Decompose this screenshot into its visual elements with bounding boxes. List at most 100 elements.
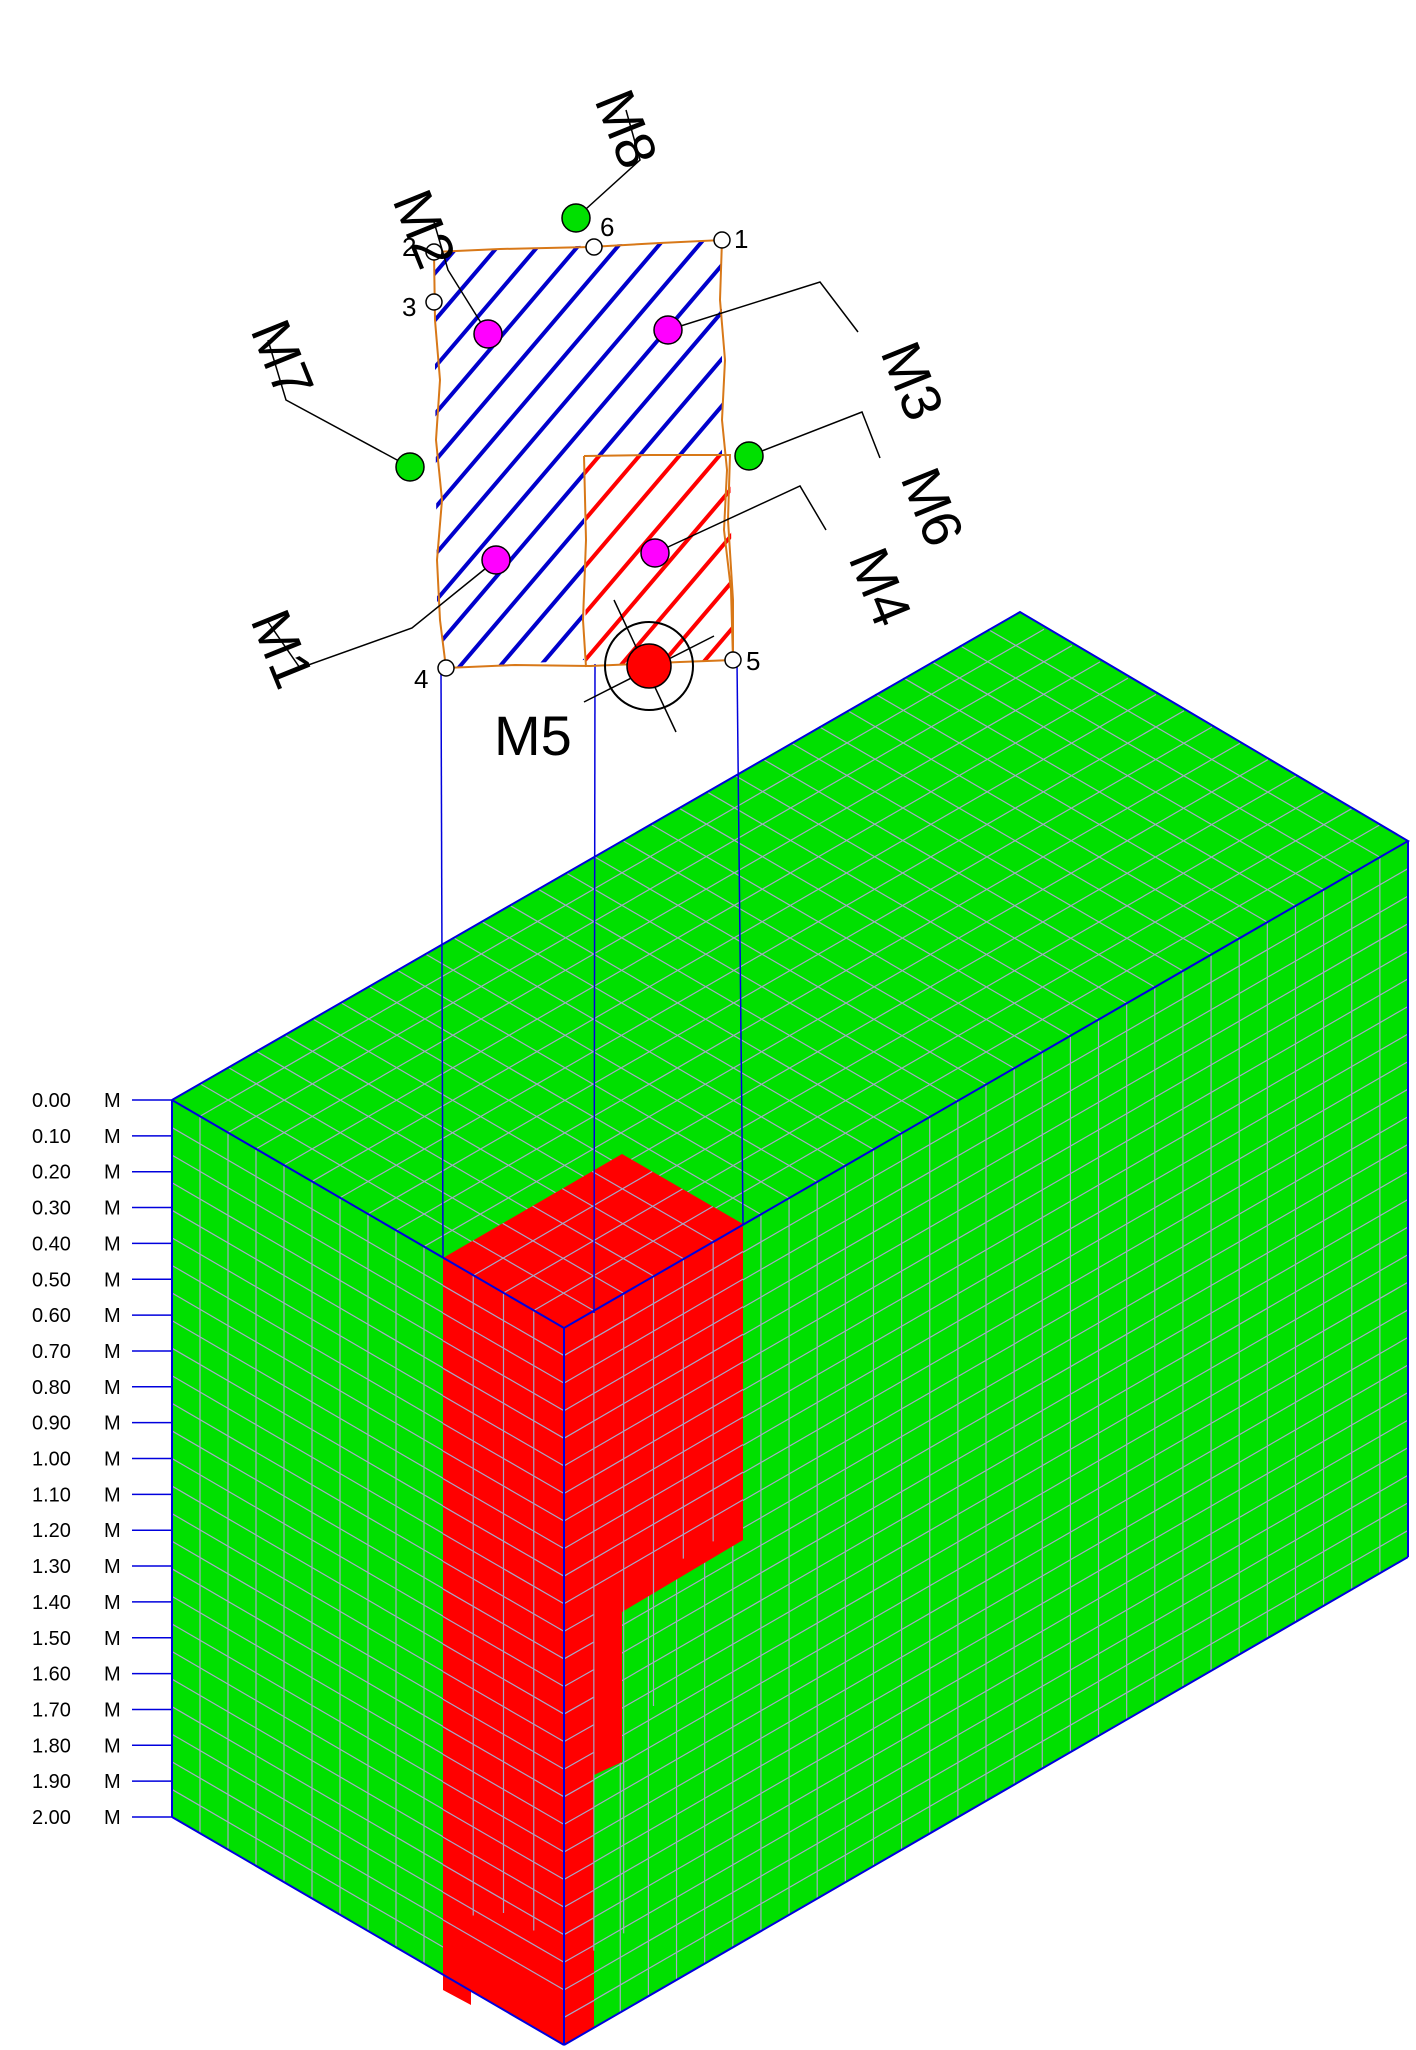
red-hatch-line [1340, 150, 1416, 760]
depth-tick-value: 1.00 [32, 1449, 71, 1471]
depth-tick-unit: M [104, 1198, 121, 1220]
affected-grid-line [442, 1395, 565, 1467]
red-hatch-line [0, 150, 420, 760]
plan-view: 1 2 3 4 5 6 M1 M2 M3 M4 M5 M6 M7 M8 [0, 81, 1416, 767]
depth-tick-unit: M [104, 1807, 121, 1829]
grid-line [563, 1447, 1409, 1936]
block-bottom-left-edge [171, 1816, 565, 2046]
leader-line-m8 [575, 109, 641, 219]
grid-line [563, 1309, 1409, 1798]
grid-line [453, 937, 846, 1167]
blue-hatch-line [0, 150, 420, 760]
affected-grid-line [472, 1240, 595, 1312]
grid-line [563, 1474, 1409, 1963]
blue-hatch-line [1260, 150, 1416, 760]
depth-tick-value: 0.10 [32, 1126, 71, 1148]
affected-grid-line [591, 1170, 714, 1242]
marker-labels: M1 M2 M3 M4 M5 M6 M7 M8 [239, 81, 977, 767]
leader-line-m7 [267, 339, 411, 468]
depth-tick-value: 1.30 [32, 1556, 71, 1578]
grid-line [563, 1281, 1409, 1770]
affected-zone-grid [442, 1170, 744, 2018]
red-hatch-line [1100, 150, 1416, 760]
corner-point-4 [437, 659, 455, 677]
blue-hatch-line [1340, 150, 1416, 760]
blue-hatch-line [1220, 150, 1416, 760]
affected-grid-line [442, 1285, 565, 1357]
red-hatch-line [584, 455, 733, 667]
depth-tick-unit: M [104, 1233, 121, 1255]
block-bottom-right-edge [563, 1556, 1409, 2046]
depth-tick-unit: M [104, 1126, 121, 1148]
depth-tick-unit: M [104, 1735, 121, 1757]
affected-grid-line [563, 1388, 744, 1494]
affected-grid-line [563, 1806, 595, 1825]
depth-tick-value: 2.00 [32, 1807, 71, 1829]
depth-tick-unit: M [104, 1090, 121, 1112]
corner-point-5 [724, 651, 742, 669]
source-target-ring [604, 621, 694, 711]
depth-scale-ticks: 0.00 M 0.10 M 0.20 M 0.30 M 0.40 M 0.50 M 0.60 M 0.70 M… [32, 1090, 172, 1829]
depth-tick-value: 0.80 [32, 1377, 71, 1399]
depth-tick-value: 1.50 [32, 1628, 71, 1650]
grid-line [563, 1419, 1409, 1908]
marker-m8 [561, 203, 591, 233]
affected-grid-line [442, 1919, 565, 1991]
grid-line [987, 628, 1381, 858]
grid-line [396, 969, 790, 1199]
blue-hatch-line [1100, 150, 1416, 760]
affected-grid-line [563, 1917, 595, 1936]
depth-tick-value: 1.10 [32, 1484, 71, 1506]
projection-lines [440, 661, 744, 1314]
blue-hatch-line [1380, 150, 1416, 760]
grid-line [649, 823, 1043, 1053]
grid-line [959, 644, 1353, 874]
affected-grid-line [442, 1753, 565, 1825]
affected-grid-line [442, 1836, 565, 1908]
grid-line [563, 1336, 1409, 1825]
grid-line [706, 791, 1099, 1021]
affected-grid-line [442, 1588, 565, 1660]
leader-line-m4 [654, 485, 827, 554]
depth-tick-unit: M [104, 1592, 121, 1614]
corner-point-3 [425, 293, 443, 311]
marker-label-m5: M5 [494, 704, 572, 767]
leader-line-m2 [433, 221, 489, 335]
grid-line [818, 726, 1212, 956]
affected-grid-line [563, 1444, 744, 1550]
red-hatch-line [584, 455, 622, 667]
depth-tick-unit: M [104, 1664, 121, 1686]
corner-point-label-2: 2 [402, 232, 416, 262]
corner-point-label-4: 4 [414, 664, 428, 694]
affected-grid-line [442, 1340, 565, 1412]
marker-label-m8: M8 [583, 81, 671, 177]
affected-grid-line [442, 1781, 565, 1853]
corner-point-6 [585, 238, 603, 256]
red-hatch-line [1180, 150, 1416, 760]
affected-grid-line [563, 1306, 744, 1412]
leader-line-m1 [267, 559, 497, 669]
corner-point-label-6: 6 [600, 212, 614, 242]
projection-line-5 [736, 661, 744, 1225]
affected-grid-line [563, 1862, 595, 1881]
blue-hatch-line [434, 240, 662, 668]
marker-label-m3: M3 [869, 333, 957, 429]
depth-tick-unit: M [104, 1305, 121, 1327]
red-hatch-line [1140, 150, 1416, 760]
depth-tick-unit: M [104, 1771, 121, 1793]
affected-grid-line [442, 1891, 565, 1963]
projection-line-mid [593, 663, 596, 1314]
blue-hatch-line [434, 240, 462, 668]
red-hatch-line [1380, 150, 1416, 760]
affected-grid-line [563, 1471, 744, 1577]
depth-tick-value: 0.50 [32, 1269, 71, 1291]
affected-grid-line [563, 1999, 595, 2018]
depth-tick-unit: M [104, 1341, 121, 1363]
leader-line-m6 [748, 411, 881, 459]
affected-grid-line [563, 1751, 595, 1770]
red-hatch-line [618, 455, 733, 667]
grid-line [734, 774, 1127, 1004]
depth-tick-unit: M [104, 1520, 121, 1542]
grid-line [563, 1392, 1409, 1881]
